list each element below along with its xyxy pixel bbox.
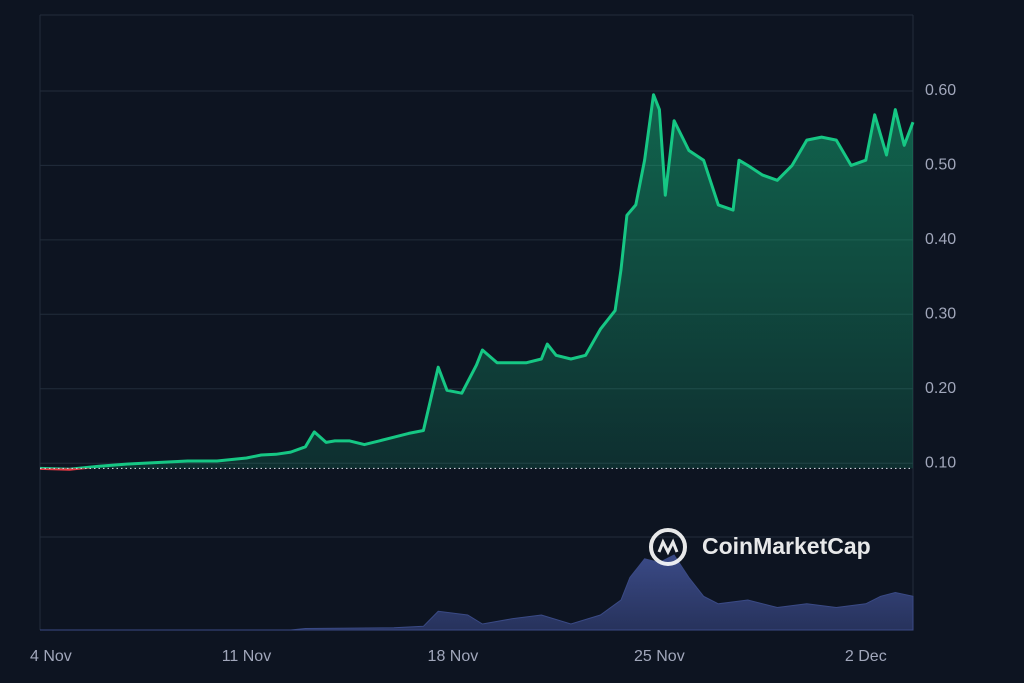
- x-tick-label: 25 Nov: [634, 648, 685, 665]
- plot: 0.10 0.20 0.30 0.40 0.50 0.60 4 Nov 11 Nov 18 No…: [30, 82, 956, 665]
- watermark: CoinMarketCap: [649, 528, 871, 566]
- y-tick-label: 0.30: [925, 306, 956, 323]
- volume-area: [40, 554, 914, 631]
- x-tick-label: 4 Nov: [30, 648, 72, 665]
- x-tick-label: 18 Nov: [428, 648, 479, 665]
- y-tick-label: 0.60: [925, 82, 956, 99]
- y-tick-label: 0.20: [925, 380, 956, 397]
- y-tick-label: 0.10: [925, 454, 956, 471]
- price-area: [40, 94, 913, 469]
- logo: [649, 528, 687, 566]
- y-tick-label: 0.40: [925, 231, 956, 248]
- watermark-text: CoinMarketCap: [702, 533, 871, 559]
- y-tick-label: 0.50: [925, 157, 956, 174]
- price-line: [39, 93, 915, 469]
- x-tick-label: 11 Nov: [222, 648, 272, 665]
- x-tick-label: 2 Dec: [845, 648, 887, 665]
- logo-mark: [657, 538, 679, 556]
